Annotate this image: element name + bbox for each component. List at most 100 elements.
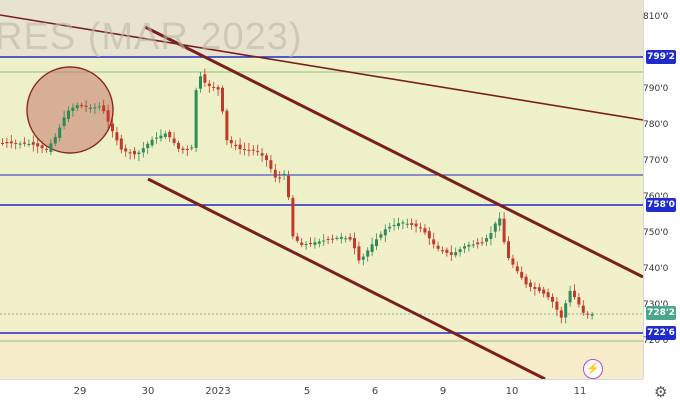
candle-body <box>414 223 418 227</box>
candle-body <box>265 155 268 160</box>
candle-body <box>542 289 546 294</box>
candle-body <box>1 142 4 144</box>
price-tick: 790'0 <box>643 84 669 94</box>
time-tick: 11 <box>573 386 587 397</box>
candle-body <box>335 237 339 239</box>
candle-body <box>432 239 436 245</box>
gear-icon[interactable]: ⚙ <box>654 384 668 401</box>
candle-body <box>555 301 559 310</box>
candle-body <box>405 223 409 225</box>
candle-body <box>185 148 189 150</box>
candle-body <box>269 160 273 169</box>
candlestick-series <box>1 68 594 324</box>
candle-body <box>313 242 317 245</box>
candle-body <box>590 314 594 316</box>
candle-body <box>559 310 563 318</box>
candle-body <box>366 250 370 257</box>
candle-body <box>507 241 510 258</box>
candle-body <box>357 246 361 261</box>
candle-body <box>467 244 471 247</box>
candle-body <box>207 83 211 87</box>
candle-body <box>441 250 444 252</box>
channel-lower-line[interactable] <box>147 177 546 381</box>
candle-body <box>238 144 242 150</box>
candle-body <box>537 287 541 291</box>
candle-body <box>216 87 220 90</box>
candle-body <box>427 231 431 239</box>
candle-body <box>401 222 405 224</box>
price-tick: 740'0 <box>643 264 669 274</box>
candle-body <box>115 132 119 141</box>
candle-body <box>577 297 581 305</box>
candle-body <box>436 245 440 249</box>
channel-upper-line[interactable] <box>144 25 644 279</box>
symbol-watermark: RES (MAR 2023) <box>0 16 303 58</box>
candle-body <box>9 141 13 144</box>
candle-body <box>31 142 35 145</box>
candle-body <box>251 149 255 151</box>
candle-body <box>383 229 387 236</box>
candle-body <box>291 197 295 237</box>
candle-body <box>361 256 365 260</box>
candle-body <box>177 142 180 149</box>
candle-body <box>14 142 18 144</box>
candle-body <box>498 218 502 226</box>
candle-body <box>93 107 97 109</box>
time-tick: 9 <box>439 386 447 397</box>
candle-body <box>234 144 238 147</box>
candle-body <box>331 238 334 240</box>
candle-body <box>419 227 422 229</box>
candle-body <box>23 142 26 144</box>
highlight-circle[interactable] <box>26 66 114 154</box>
candle-body <box>53 136 57 144</box>
candle-body <box>423 228 427 233</box>
candle-body <box>586 313 590 315</box>
time-axis[interactable] <box>0 379 643 404</box>
candle-body <box>146 143 150 149</box>
candle-body <box>317 241 321 244</box>
candle-body <box>168 131 172 138</box>
candle-body <box>309 243 312 245</box>
candle-body <box>141 148 145 153</box>
candle-body <box>546 292 550 298</box>
candle-body <box>199 76 202 89</box>
lightning-icon[interactable]: ⚡ <box>583 359 603 379</box>
candle-body <box>45 148 48 150</box>
candle-body <box>36 143 40 147</box>
candle-body <box>62 117 66 126</box>
candle-body <box>84 105 88 107</box>
candle-body <box>322 240 326 242</box>
candle-body <box>260 153 264 156</box>
candle-body <box>278 177 282 179</box>
candle-body <box>551 296 554 302</box>
candle-body <box>124 148 128 152</box>
candle-body <box>397 223 400 227</box>
candle-body <box>480 242 484 244</box>
candle-body <box>181 148 185 150</box>
candle-body <box>71 107 75 112</box>
candle-body <box>106 110 110 122</box>
price-badge-last: 728'2 <box>646 306 676 320</box>
candle-body <box>520 271 524 278</box>
candle-body <box>379 234 383 238</box>
candle-body <box>273 169 277 178</box>
lower-zone-band <box>0 205 643 333</box>
price-badge-799: 799'2 <box>646 50 676 64</box>
candle-body <box>225 110 229 141</box>
candle-body <box>137 152 141 155</box>
candle-body <box>388 226 392 229</box>
price-tick: 810'0 <box>643 12 669 22</box>
candle-body <box>190 147 194 149</box>
price-tick: 720'0 <box>643 336 669 346</box>
candle-body <box>295 236 299 241</box>
price-badge-758: 758'0 <box>646 198 676 212</box>
candle-body <box>229 140 233 144</box>
candle-body <box>172 138 176 143</box>
long-trend-line[interactable] <box>0 14 644 121</box>
time-tick: 5 <box>303 386 311 397</box>
price-tick: 760'0 <box>643 192 669 202</box>
candle-body <box>27 143 31 145</box>
candle-body <box>533 286 537 289</box>
candle-body <box>119 138 123 150</box>
